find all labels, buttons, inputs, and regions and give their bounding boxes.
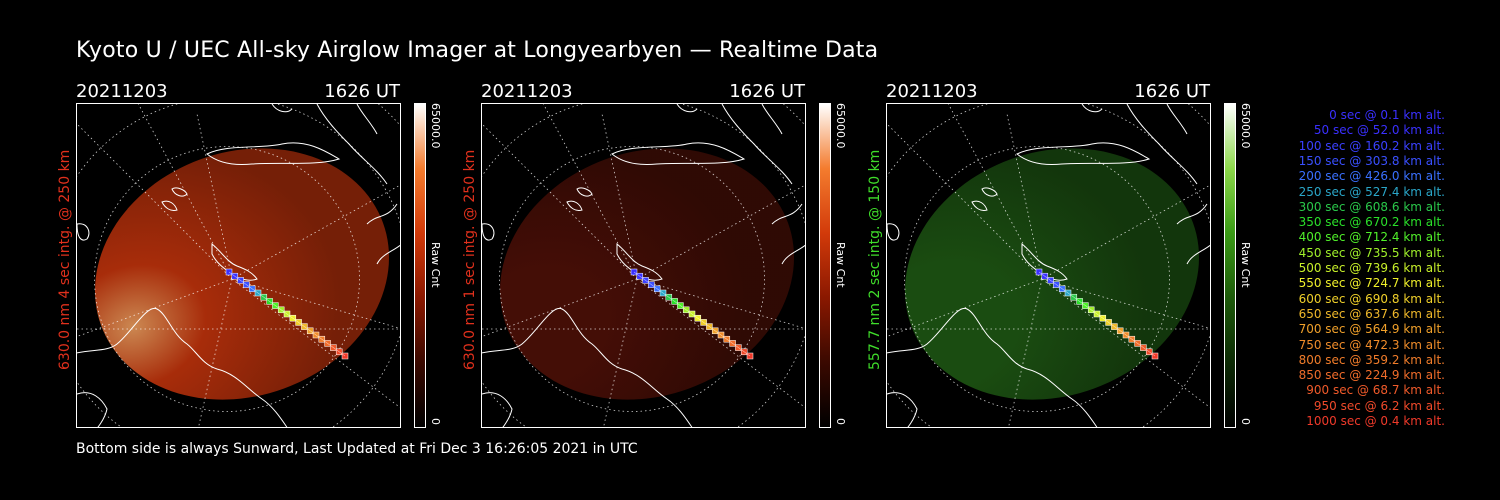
- panel-1-side-label: 630.0 nm 4 sec intg. @ 250 km: [57, 149, 73, 370]
- panel-1-image: [76, 103, 401, 428]
- page-title: Kyoto U / UEC All-sky Airglow Imager at …: [76, 38, 879, 63]
- legend-row: 350 sec @ 670.2 km alt.: [1298, 215, 1445, 230]
- panel-2-image: [481, 103, 806, 428]
- footer-note: Bottom side is always Sunward, Last Upda…: [76, 441, 638, 457]
- panel-1-colorbar-title: Raw Cnt: [429, 242, 442, 288]
- legend-row: 900 sec @ 68.7 km alt.: [1306, 383, 1445, 398]
- panel-2-colorbar: [819, 103, 831, 428]
- panel-3-colorbar-min: 0: [1239, 418, 1252, 425]
- panel-2-colorbar-max: 65000.0: [834, 103, 847, 149]
- legend-row: 200 sec @ 426.0 km alt.: [1298, 169, 1445, 184]
- legend-row: 800 sec @ 359.2 km alt.: [1298, 352, 1445, 367]
- legend-row: 850 sec @ 224.9 km alt.: [1298, 368, 1445, 383]
- legend-row: 300 sec @ 608.6 km alt.: [1298, 199, 1445, 214]
- panel-3-time: 1626 UT: [1134, 81, 1210, 102]
- panel-1-time: 1626 UT: [324, 81, 400, 102]
- allsky-map: [887, 104, 1210, 427]
- legend-row: 600 sec @ 690.8 km alt.: [1298, 291, 1445, 306]
- legend-row: 1000 sec @ 0.4 km alt.: [1306, 414, 1445, 428]
- legend-row: 250 sec @ 527.4 km alt.: [1298, 184, 1445, 199]
- panel-2-side-label: 630.0 nm 1 sec intg. @ 250 km: [462, 149, 478, 370]
- legend-row: 750 sec @ 472.3 km alt.: [1298, 337, 1445, 352]
- legend-row: 700 sec @ 564.9 km alt.: [1298, 322, 1445, 337]
- allsky-map: [482, 104, 805, 427]
- panel-1-colorbar-max: 65000.0: [429, 103, 442, 149]
- legend-row: 500 sec @ 739.6 km alt.: [1298, 261, 1445, 275]
- panel-3-side-label: 557.7 nm 2 sec intg. @ 150 km: [867, 149, 883, 370]
- legend-row: 950 sec @ 6.2 km alt.: [1313, 398, 1445, 413]
- panel-2-time: 1626 UT: [729, 81, 805, 102]
- panel-3-image: [886, 103, 1211, 428]
- legend-row: 100 sec @ 160.2 km alt.: [1298, 138, 1445, 153]
- panel-2-date: 20211203: [481, 81, 573, 102]
- legend-row: 450 sec @ 735.5 km alt.: [1298, 245, 1445, 260]
- panel-2-colorbar-title: Raw Cnt: [834, 242, 847, 288]
- legend-row: 400 sec @ 712.4 km alt.: [1298, 230, 1445, 245]
- panel-1-colorbar-min: 0: [429, 418, 442, 425]
- legend-row: 650 sec @ 637.6 km alt.: [1298, 306, 1445, 321]
- panel-2-colorbar-min: 0: [834, 418, 847, 425]
- allsky-map: [77, 104, 400, 427]
- panel-3-date: 20211203: [886, 81, 978, 102]
- legend-row: 50 sec @ 52.0 km alt.: [1313, 123, 1445, 138]
- legend-row: 150 sec @ 303.8 km alt.: [1298, 153, 1445, 168]
- panel-3-colorbar: [1224, 103, 1236, 428]
- legend-row: 0 sec @ 0.1 km alt.: [1329, 108, 1445, 122]
- legend-row: 550 sec @ 724.7 km alt.: [1298, 276, 1445, 291]
- panel-1-date: 20211203: [76, 81, 168, 102]
- panel-3-colorbar-max: 65000.0: [1239, 103, 1252, 149]
- panel-1-colorbar: [414, 103, 426, 428]
- panel-3-colorbar-title: Raw Cnt: [1239, 242, 1252, 288]
